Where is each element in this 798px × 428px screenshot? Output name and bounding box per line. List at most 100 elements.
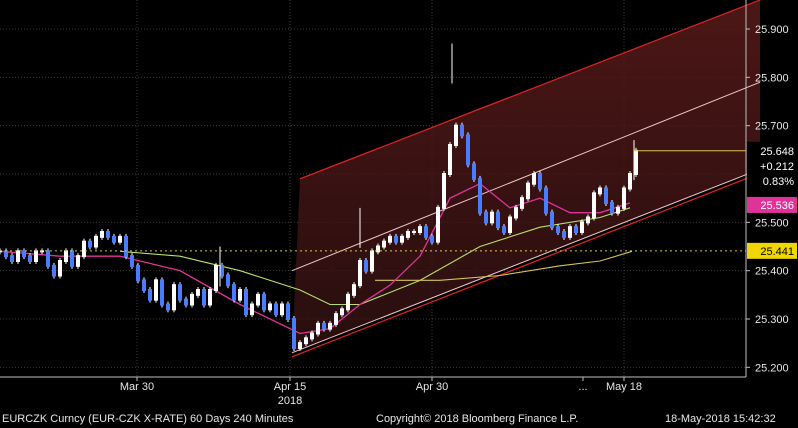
candle-body — [238, 289, 242, 301]
candle-body — [124, 235, 128, 258]
candle-body — [88, 240, 92, 248]
candle-body — [454, 124, 458, 146]
footer-bar: EURCZK Curncy (EUR-CZK X-RATE) 60 Days 2… — [0, 410, 798, 428]
candle-body — [112, 235, 116, 243]
copyright-notice: Copyright© 2018 Bloomberg Finance L.P. — [376, 413, 579, 425]
candle-body — [538, 173, 542, 190]
candle-body — [52, 264, 56, 277]
candle-body — [76, 255, 80, 267]
candle-body — [634, 149, 638, 175]
candle-body — [382, 240, 386, 248]
price-tags: 25.648 +0.212 0.83% 25.536 25.441 — [747, 141, 797, 259]
candle-body — [328, 322, 332, 330]
candle-body — [424, 226, 428, 238]
candle-body — [334, 313, 338, 325]
candle-body — [16, 250, 20, 262]
candle-body — [484, 211, 488, 224]
candle-body — [292, 318, 296, 349]
y-tick-label: 25.900 — [755, 24, 789, 36]
channel-lower-bound-line — [291, 172, 761, 358]
candle-body — [58, 260, 62, 277]
candle-body — [610, 202, 614, 214]
candle-body — [466, 134, 470, 166]
timestamp: 18-May-2018 15:42:32 — [665, 413, 776, 425]
candle-body — [22, 250, 26, 258]
candle-body — [316, 322, 320, 335]
candle-body — [568, 226, 572, 238]
candle-body — [358, 260, 362, 287]
y-tick-label: 25.500 — [755, 217, 789, 229]
candle-body — [562, 231, 566, 238]
x-tick-label: Apr 15 — [274, 381, 306, 393]
candle-body — [340, 308, 344, 316]
price-tag-box — [747, 242, 797, 259]
candle-body — [448, 144, 452, 175]
candle-body — [370, 250, 374, 272]
y-tick-label: 25.800 — [755, 72, 789, 84]
candle-body — [160, 279, 164, 306]
candle-body — [208, 289, 212, 306]
candle-body — [178, 284, 182, 301]
candle-body — [418, 226, 422, 233]
candle-body — [346, 293, 350, 311]
candle-body — [574, 226, 578, 233]
candle-body — [304, 337, 308, 345]
candle-body — [184, 298, 188, 306]
candle-body — [46, 250, 50, 267]
moving-average-long — [375, 250, 633, 281]
candle-body — [508, 216, 512, 233]
year-label: 2018 — [278, 395, 302, 407]
candle-body — [388, 235, 392, 243]
candle-body — [64, 250, 68, 262]
candle-body — [214, 264, 218, 291]
candle-body — [526, 182, 530, 200]
x-tick-label: May 18 — [606, 381, 642, 393]
candle-body — [532, 173, 536, 185]
candle-body — [544, 187, 548, 214]
candle-body — [4, 250, 8, 258]
candle-body — [118, 235, 122, 243]
candle-body — [28, 255, 32, 262]
candle-body — [256, 293, 260, 306]
candle-body — [232, 284, 236, 301]
candle-body — [130, 255, 134, 267]
candle-body — [478, 177, 482, 214]
candle-body — [406, 231, 410, 238]
candle-body — [34, 250, 38, 262]
x-tick-label: Mar 30 — [120, 381, 154, 393]
candle-body — [592, 192, 596, 219]
y-tick-label: 25.200 — [755, 362, 789, 374]
candle-body — [436, 206, 440, 243]
candle-body — [274, 303, 278, 316]
candle-body — [172, 284, 176, 311]
candle-body — [262, 293, 266, 311]
candle-body — [550, 211, 554, 229]
candle-body — [586, 216, 590, 224]
candle-body — [82, 240, 86, 258]
candle-body — [502, 226, 506, 233]
candle-body — [100, 231, 104, 238]
candle-body — [196, 289, 200, 296]
candle-body — [400, 235, 404, 243]
price-tag-box — [747, 196, 797, 213]
candle-body — [136, 264, 140, 282]
x-tick-label: ... — [578, 381, 587, 393]
candle-body — [226, 274, 230, 287]
last-price-change: +0.212 — [760, 161, 794, 173]
candle-body — [520, 197, 524, 209]
candle-body — [286, 303, 290, 320]
horizontal-levels — [0, 150, 746, 252]
candle-body — [622, 187, 626, 209]
candle-body — [106, 231, 110, 238]
y-tick-label: 25.700 — [755, 121, 789, 133]
candle-body — [298, 342, 302, 349]
candle-body — [616, 206, 620, 214]
candle-body — [598, 187, 602, 195]
candle-body — [496, 211, 500, 229]
candle-body — [376, 245, 380, 253]
channel-lower-line — [291, 168, 761, 354]
candle-body — [166, 303, 170, 311]
last-price-box — [747, 141, 797, 187]
candle-body — [364, 260, 368, 272]
regression-channel — [291, 0, 761, 358]
